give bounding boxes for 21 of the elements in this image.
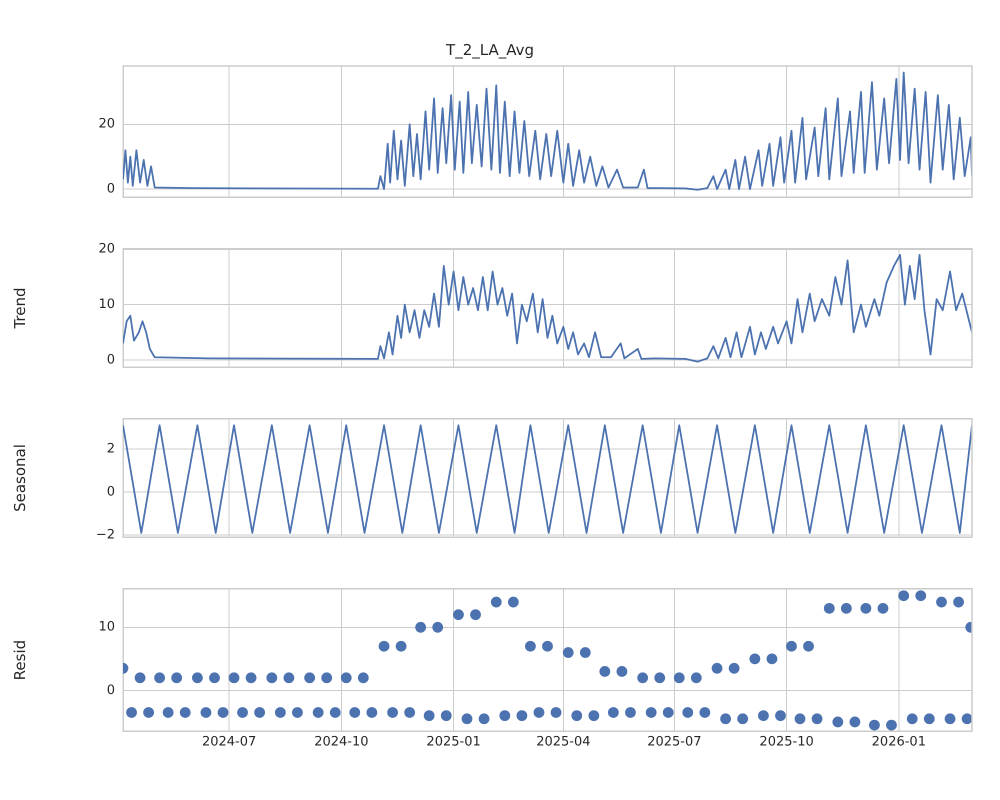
x-tick-label: 2024-10: [314, 734, 369, 750]
x-tick-label: 2025-04: [536, 734, 591, 750]
y-tick-label: 10: [98, 620, 115, 635]
y-axis-title: Trend: [10, 287, 29, 330]
y-tick-label: 10: [98, 297, 115, 312]
chart-title: T_2_LA_Avg: [445, 40, 534, 59]
y-axis-title: Resid: [10, 640, 29, 680]
x-tick-label: 2025-10: [759, 734, 814, 750]
x-tick-label: 2024-07: [202, 734, 256, 750]
y-tick-label: 0: [106, 181, 115, 196]
y-axis-title: Seasonal: [10, 444, 29, 512]
y-tick-label: 0: [106, 682, 115, 698]
y-tick-label: 2: [106, 441, 115, 456]
x-tick-label: 2025-07: [647, 734, 702, 750]
x-tick-label: 2025-01: [426, 734, 481, 750]
y-tick-label: 0: [106, 484, 115, 500]
x-tick-label: 2026-01: [872, 734, 926, 750]
y-tick-label: 0: [106, 352, 115, 368]
y-tick-label: 20: [98, 116, 115, 132]
y-tick-label: 20: [98, 242, 115, 257]
y-tick-label: −2: [96, 527, 115, 542]
